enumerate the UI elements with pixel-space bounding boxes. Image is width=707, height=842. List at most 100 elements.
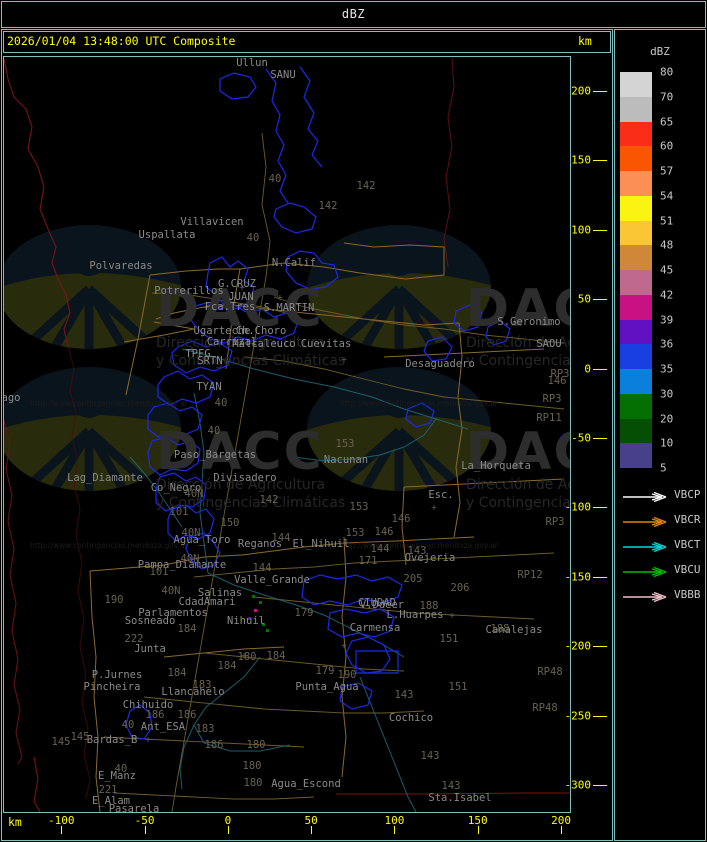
y-axis-tick — [593, 715, 607, 717]
colorbar-segment — [620, 393, 652, 419]
x-axis-tick — [394, 826, 396, 834]
colorbar-segment — [620, 96, 652, 122]
y-axis-tick-label: 200 — [571, 84, 591, 98]
colorbar-segment — [620, 171, 652, 196]
colorbar-tick-label: 65 — [660, 115, 674, 128]
colorbar-segment — [620, 146, 652, 171]
x-axis-tick-label: 200 — [551, 814, 571, 827]
map-vector-layer — [4, 57, 570, 812]
colorbar-segment — [620, 418, 652, 444]
y-axis-tick-label: -250 — [564, 709, 592, 723]
x-axis-tick-label: 50 — [304, 814, 318, 827]
x-axis-tick — [477, 826, 479, 834]
legend-panel — [614, 29, 706, 841]
y-axis-tick-label: -50 — [571, 431, 591, 445]
colorbar-tick-label: 57 — [660, 164, 674, 178]
y-axis-unit-label: km — [578, 34, 592, 48]
y-axis-tick-label: 50 — [577, 292, 591, 306]
colorbar-tick-label: 48 — [660, 238, 674, 252]
y-axis-tick-label: -300 — [564, 778, 592, 792]
colorbar-tick-label: 80 — [660, 65, 674, 79]
colorbar-tick-label: 45 — [660, 263, 674, 277]
vector-legend-label: VBBB — [674, 588, 701, 601]
x-axis-unit-label: km — [8, 815, 22, 829]
colorbar-segment — [620, 443, 652, 468]
plot-frame — [1, 29, 613, 841]
vector-legend-row: VBCP — [614, 485, 706, 510]
vector-legend: VBCP VBCR VBCT VBCU VBBB — [614, 485, 706, 610]
legend-title: dBZ — [650, 45, 670, 58]
colorbar-tick-label: 54 — [660, 189, 674, 203]
timestamp-label: 2026/01/04 13:48:00 UTC Composite — [7, 34, 236, 48]
x-axis-tick-label: -100 — [48, 814, 75, 827]
vector-legend-row: VBCT — [614, 535, 706, 560]
colorbar-tick-label: 51 — [660, 214, 674, 227]
y-axis-tick — [593, 437, 607, 439]
y-axis-tick — [593, 229, 607, 231]
x-axis-tick — [561, 826, 563, 834]
y-axis: 200 150 100 50 0 -50 -100 -150 -200 -250 -300 — [565, 56, 613, 813]
vbcr-arrow-icon — [623, 516, 667, 528]
colorbar-segment — [620, 369, 652, 394]
colorbar-tick-label: 60 — [660, 139, 674, 153]
x-axis-tick — [144, 826, 146, 834]
colorbar-tick-label: 42 — [660, 288, 674, 302]
colorbar-tick-label: 10 — [660, 436, 674, 450]
colorbar-segment — [620, 344, 652, 369]
window-title-bar: dBZ — [1, 1, 706, 28]
colorbar-tick-label: 36 — [660, 337, 674, 351]
y-axis-tick — [593, 299, 607, 301]
colorbar-segment — [620, 121, 652, 147]
colorbar-tick-label: 70 — [660, 90, 674, 104]
vector-legend-row: VBCU — [614, 560, 706, 585]
vbcu-arrow-icon — [623, 566, 667, 578]
vector-legend-label: VBCT — [674, 538, 701, 551]
vector-legend-row: VBCR — [614, 510, 706, 535]
y-axis-tick — [593, 368, 607, 370]
colorbar-segment — [620, 294, 652, 320]
x-axis-tick-label: 100 — [384, 814, 405, 827]
colorbar-tick-label: 20 — [660, 412, 674, 425]
vbct-arrow-icon — [623, 541, 667, 553]
colorbar-tick-label: 30 — [660, 387, 674, 401]
vbbb-arrow-icon — [623, 591, 667, 603]
vector-legend-label: VBCU — [674, 563, 701, 576]
colorbar-tick-label: 35 — [660, 362, 674, 376]
colorbar-segment — [620, 220, 652, 246]
x-axis-tick — [311, 826, 313, 834]
y-axis-tick — [593, 160, 607, 162]
x-axis-tick — [61, 826, 63, 834]
y-axis-tick-label: -200 — [564, 639, 592, 653]
y-axis-tick — [593, 785, 607, 787]
radar-map[interactable]: DACC Dirección de Agricultura y Continge… — [3, 56, 571, 813]
plot-header-frame — [3, 31, 611, 53]
colorbar-segment — [620, 319, 652, 345]
y-axis-tick-label: 150 — [571, 153, 591, 167]
y-axis-tick-label: 0 — [584, 362, 591, 376]
colorbar-segment — [620, 245, 652, 270]
colorbar-tick-label: 5 — [660, 461, 667, 475]
x-axis-tick — [227, 826, 229, 834]
y-axis-tick-label: -100 — [564, 500, 592, 514]
y-axis-tick — [593, 646, 607, 648]
y-axis-tick-label: -150 — [564, 570, 592, 584]
window-title: dBZ — [341, 7, 366, 21]
colorbar-segment — [620, 72, 652, 97]
vector-legend-row: VBBB — [614, 585, 706, 610]
vbcp-arrow-icon — [623, 491, 667, 503]
x-axis-tick-label: 150 — [467, 814, 488, 827]
x-axis: km -100 -50 0 50 100 150 200 — [3, 814, 611, 840]
vector-legend-label: VBCR — [674, 513, 701, 526]
colorbar[interactable]: 80 70 65 60 57 54 51 48 45 42 39 36 35 30 20 10 5 — [620, 66, 673, 475]
y-axis-tick — [593, 507, 607, 509]
colorbar-tick-label: 39 — [660, 313, 674, 326]
x-axis-tick-label: 0 — [224, 814, 232, 827]
y-axis-tick — [593, 576, 607, 578]
vector-legend-label: VBCP — [674, 488, 701, 501]
y-axis-tick — [593, 90, 607, 92]
x-axis-tick-label: -50 — [134, 814, 155, 827]
y-axis-tick-label: 100 — [571, 223, 591, 237]
colorbar-segment — [620, 195, 652, 221]
colorbar-segment — [620, 270, 652, 295]
